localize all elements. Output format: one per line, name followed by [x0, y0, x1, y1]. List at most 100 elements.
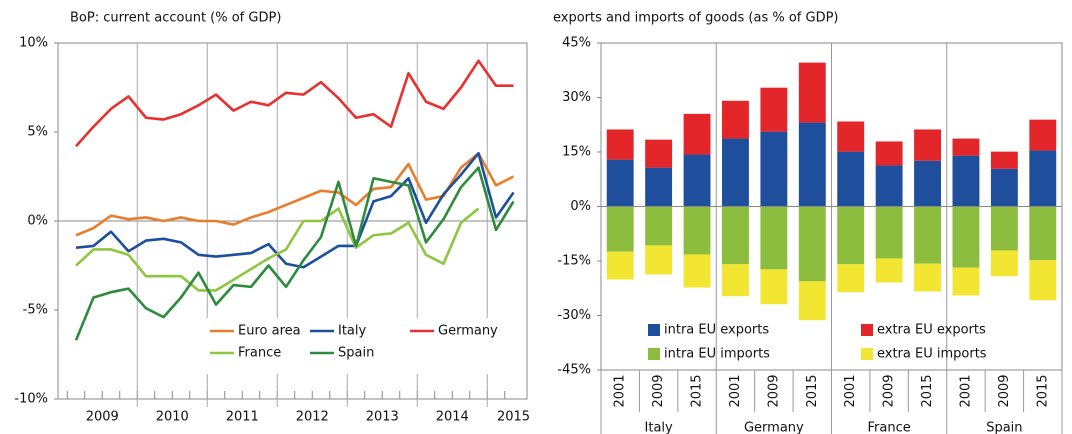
legend-label: Germany [438, 324, 498, 339]
bar-segment [1029, 150, 1057, 207]
x-tick-label: 2013 [366, 410, 399, 425]
bar-segment [952, 206, 980, 268]
bar-segment [645, 206, 673, 246]
x-tick-label: 2015 [1035, 374, 1050, 407]
y-tick-label: 15% [562, 145, 591, 160]
bar-segment [875, 258, 903, 283]
bar-segment [798, 206, 826, 282]
series-line [74, 166, 515, 341]
x-tick-label: 2015 [920, 374, 935, 407]
legend-label: extra EU exports [877, 323, 986, 338]
legend-swatch [861, 324, 873, 336]
bar-segment [683, 113, 711, 155]
y-tick-label: 5% [27, 125, 48, 140]
legend-label: Italy [338, 324, 367, 339]
bar-segment [722, 264, 749, 297]
bar-segment [952, 138, 980, 156]
series-line [75, 207, 480, 292]
y-tick-label: 30% [562, 90, 591, 105]
legend-box [204, 318, 524, 374]
x-tick-label: 2009 [882, 374, 897, 407]
bar-segment [760, 87, 788, 132]
x-tick-label: 2001 [958, 374, 973, 407]
legend-label: extra EU imports [877, 347, 987, 362]
bar-segment [645, 139, 673, 168]
bar-segment [914, 206, 941, 264]
group-label: Italy [645, 421, 674, 434]
bar-segment [798, 122, 826, 207]
x-tick-label: 2015 [497, 410, 530, 425]
y-tick-label: -10% [14, 392, 48, 407]
y-tick-label: 45% [562, 36, 591, 51]
bar-segment [683, 254, 711, 288]
bar-segment [683, 206, 711, 255]
x-tick-label: 2009 [766, 374, 781, 407]
x-tick-label: 2015 [805, 374, 820, 407]
bar-segment [1029, 260, 1057, 301]
bar-segment [760, 269, 788, 305]
bar-segment [645, 245, 673, 275]
bar-segment [798, 281, 826, 321]
bar-segment [606, 206, 634, 252]
bar-segment [837, 264, 865, 293]
legend-label: intra EU imports [664, 347, 770, 362]
y-tick-label: 0% [570, 199, 591, 214]
legend-swatch [648, 324, 660, 336]
bar-segment [606, 159, 634, 207]
y-tick-label: 10% [19, 36, 48, 51]
bar-segment [1029, 206, 1057, 261]
bar-segment [875, 141, 903, 166]
bar-segment [760, 131, 788, 207]
legend-swatch [648, 348, 660, 360]
bar-segment [1029, 119, 1057, 151]
x-tick-label: 2010 [156, 410, 189, 425]
x-tick-label: 2001 [613, 374, 628, 407]
bar-segment [914, 129, 941, 161]
y-tick-label: -15% [557, 254, 591, 269]
bar-segment [837, 121, 865, 152]
bar-segment [683, 154, 711, 207]
bar-segment [914, 263, 941, 292]
bar-segment [875, 206, 903, 259]
bar-segment [722, 138, 749, 207]
y-tick-label: -45% [557, 363, 591, 378]
legend-label: Euro area [238, 324, 301, 339]
bar-segment [952, 155, 980, 207]
legend-label: France [238, 346, 281, 361]
y-tick-label: -5% [23, 303, 48, 318]
x-tick-label: 2001 [843, 374, 858, 407]
legend-label: intra EU exports [664, 323, 769, 338]
x-tick-label: 2001 [728, 374, 743, 407]
legend-swatch [861, 348, 873, 360]
x-tick-label: 2011 [226, 410, 259, 425]
y-tick-label: 0% [27, 214, 48, 229]
series-line [75, 59, 514, 148]
bar-segment [722, 206, 749, 265]
series-line [75, 152, 515, 237]
bar-segment [606, 129, 634, 160]
bar-segment [990, 168, 1018, 207]
x-tick-label: 2009 [86, 410, 119, 425]
chart-title: exports and imports of goods (as % of GD… [553, 11, 839, 26]
x-tick-label: 2014 [436, 410, 469, 425]
group-label: Germany [744, 421, 804, 434]
bar-segment [722, 100, 749, 139]
bar-segment [990, 151, 1018, 169]
bar-segment [798, 62, 826, 123]
bar-segment [990, 206, 1018, 251]
x-tick-label: 2015 [690, 374, 705, 407]
y-tick-label: -30% [557, 308, 591, 323]
legend-label: Spain [338, 346, 374, 361]
chart-title: BoP: current account (% of GDP) [70, 11, 281, 26]
series-line [75, 152, 515, 269]
group-label: Spain [986, 421, 1022, 434]
x-tick-label: 2009 [997, 374, 1012, 407]
group-label: France [868, 421, 911, 434]
bar-segment [606, 251, 634, 280]
bar-segment [837, 206, 865, 265]
x-tick-label: 2009 [651, 374, 666, 407]
bar-segment [875, 165, 903, 207]
bar-segment [837, 151, 865, 207]
x-tick-label: 2012 [296, 410, 329, 425]
